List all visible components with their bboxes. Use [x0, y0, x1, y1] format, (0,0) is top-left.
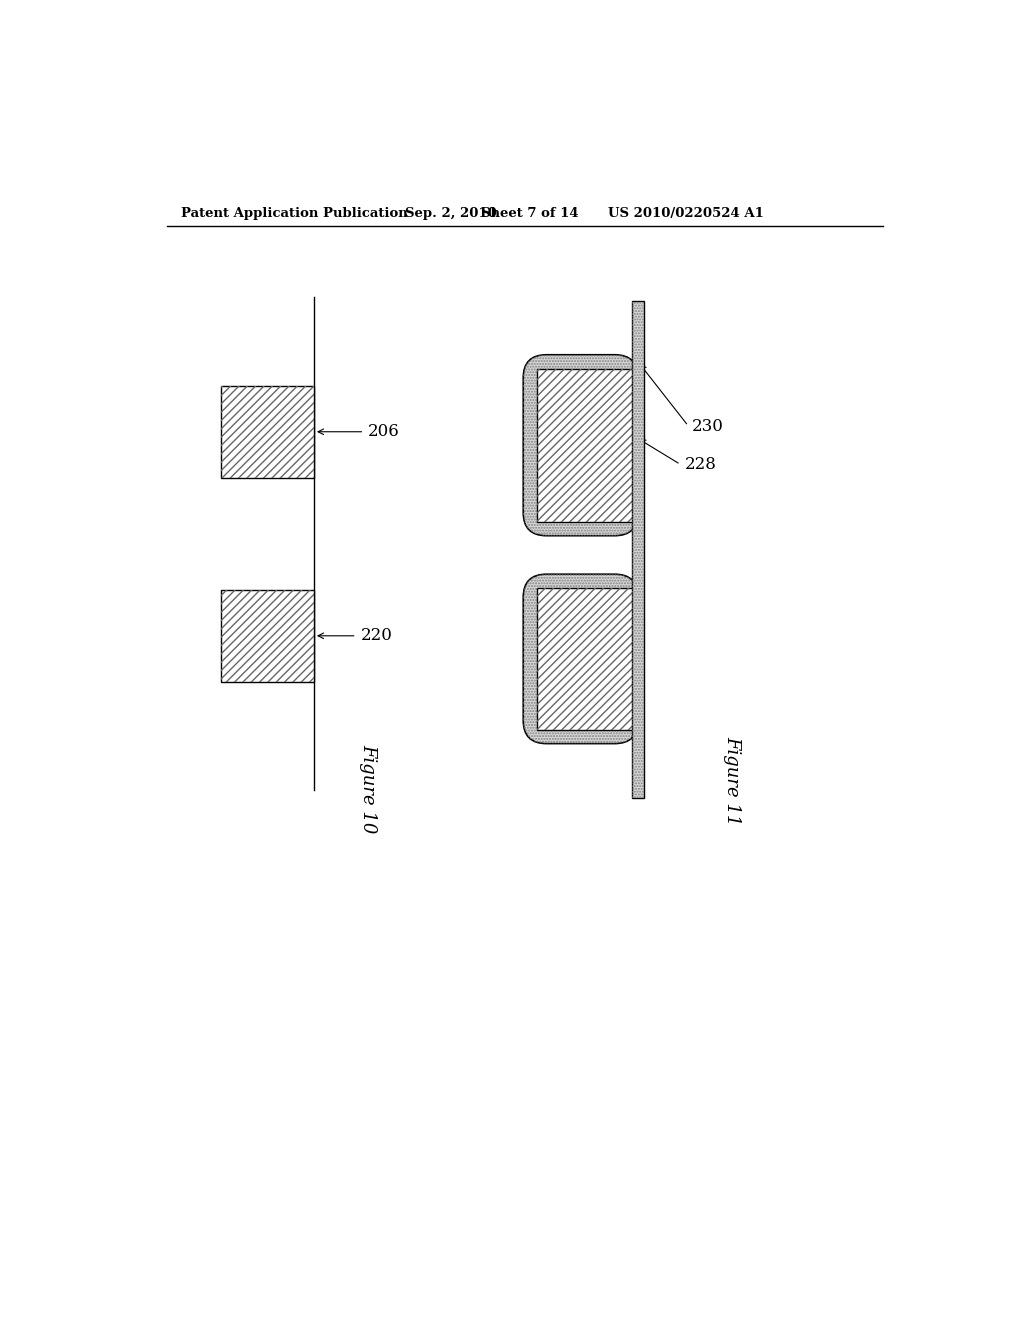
- Text: Sep. 2, 2010: Sep. 2, 2010: [406, 207, 498, 220]
- Text: 206: 206: [369, 424, 400, 441]
- Text: Figure 10: Figure 10: [359, 743, 377, 833]
- Bar: [221, 385, 314, 478]
- Bar: [221, 590, 314, 682]
- Bar: [221, 590, 314, 682]
- Text: US 2010/0220524 A1: US 2010/0220524 A1: [608, 207, 764, 220]
- Text: 220: 220: [360, 627, 392, 644]
- Text: 228: 228: [684, 455, 717, 473]
- Bar: [632, 301, 644, 797]
- FancyBboxPatch shape: [523, 574, 638, 743]
- Bar: [221, 385, 314, 478]
- Bar: [538, 589, 638, 730]
- Text: Figure 11: Figure 11: [724, 737, 741, 825]
- Text: Sheet 7 of 14: Sheet 7 of 14: [480, 207, 579, 220]
- Text: Patent Application Publication: Patent Application Publication: [180, 207, 408, 220]
- Bar: [632, 301, 644, 797]
- Text: 230: 230: [692, 417, 724, 434]
- FancyBboxPatch shape: [523, 355, 638, 536]
- Bar: [538, 368, 638, 521]
- Bar: [538, 368, 638, 521]
- Bar: [538, 589, 638, 730]
